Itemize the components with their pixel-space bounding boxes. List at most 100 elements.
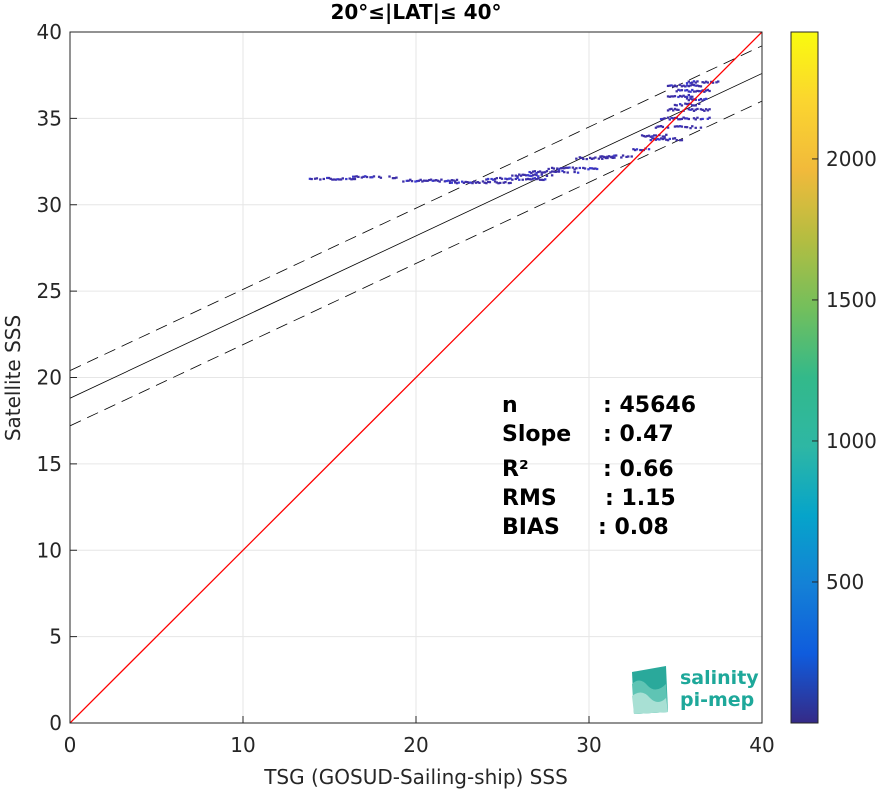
density-point <box>685 117 689 120</box>
density-point <box>348 177 351 180</box>
density-point <box>533 170 537 173</box>
stat-value: : 0.08 <box>598 515 669 540</box>
density-point <box>521 173 524 176</box>
density-point <box>481 180 485 183</box>
density-point <box>704 80 708 83</box>
density-point <box>659 124 663 128</box>
density-point <box>540 171 543 174</box>
density-point <box>495 177 498 180</box>
density-point <box>469 181 473 184</box>
density-point <box>659 117 663 121</box>
density-point <box>538 178 542 181</box>
density-point <box>445 179 448 183</box>
density-point <box>377 175 381 178</box>
density-point <box>653 134 656 137</box>
density-point <box>545 174 549 178</box>
density-point <box>670 95 673 98</box>
density-point <box>471 182 474 185</box>
colorbar-frame <box>790 31 819 724</box>
density-point <box>687 85 691 88</box>
y-axis-ticks: 0 5 10 15 20 25 30 35 40 <box>37 20 77 735</box>
y-tick-label: 20 <box>37 366 62 390</box>
density-point <box>462 181 466 184</box>
density-point <box>691 98 694 101</box>
density-point <box>476 181 479 184</box>
density-point <box>708 108 711 111</box>
density-point <box>466 181 469 184</box>
density-point <box>540 173 543 176</box>
density-point <box>531 174 535 177</box>
y-tick-label: 0 <box>49 711 62 735</box>
y-axis-label: Satellite SSS <box>1 315 25 441</box>
stat-value: : 0.66 <box>603 457 674 482</box>
colorbar-ticks: 500 1000 1500 2000 <box>812 147 877 594</box>
density-point <box>538 170 542 173</box>
x-axis-ticks: 0 10 20 30 40 <box>64 716 775 757</box>
density-point <box>564 166 568 169</box>
density-point <box>583 167 587 170</box>
density-point <box>684 117 687 120</box>
density-point <box>717 80 720 83</box>
density-point <box>338 178 341 181</box>
density-point <box>659 137 663 140</box>
density-point <box>694 108 697 111</box>
density-point <box>682 84 685 87</box>
colorbar-tick-label: 1500 <box>826 288 877 312</box>
density-point <box>670 107 673 110</box>
density-point <box>613 156 616 159</box>
density-point <box>699 126 703 129</box>
density-point <box>369 176 372 179</box>
density-point <box>699 97 703 101</box>
density-point <box>563 167 566 170</box>
density-point <box>424 179 428 182</box>
density-point <box>547 167 550 171</box>
stat-label: RMS <box>502 486 557 511</box>
density-point <box>448 180 452 183</box>
fit-band-lower-line <box>70 100 762 427</box>
density-point <box>678 83 682 86</box>
density-point <box>685 97 689 100</box>
density-point <box>661 125 665 129</box>
density-point <box>447 179 450 182</box>
stat-label: R² <box>502 457 529 482</box>
density-point <box>701 117 704 121</box>
density-point <box>339 178 343 181</box>
logo-wave-icon <box>632 666 668 714</box>
logo: salinity pi-mep <box>632 666 759 714</box>
density-point <box>715 81 718 84</box>
density-point <box>611 156 614 160</box>
density-point <box>692 109 696 112</box>
density-point <box>613 154 616 157</box>
density-point <box>509 177 512 180</box>
density-point <box>554 170 557 174</box>
density-point <box>542 178 545 182</box>
density-point <box>514 174 518 177</box>
density-point <box>692 90 696 93</box>
density-point <box>405 179 409 182</box>
density-point <box>409 178 412 181</box>
density-point <box>685 126 689 129</box>
density-point <box>706 81 710 84</box>
density-point <box>606 156 609 160</box>
density-point <box>516 175 519 178</box>
density-point <box>582 157 585 161</box>
identity-line <box>70 32 762 723</box>
density-point <box>407 179 410 182</box>
density-point <box>687 80 691 83</box>
logo-line1: salinity <box>680 667 759 689</box>
density-point <box>474 181 478 184</box>
density-point <box>589 167 592 170</box>
density-point <box>678 139 682 142</box>
reference-lines <box>70 45 762 427</box>
density-point <box>594 156 597 159</box>
density-point <box>486 177 490 181</box>
density-point <box>704 97 708 100</box>
density-point <box>689 95 692 98</box>
density-point <box>661 117 665 121</box>
density-point <box>492 178 495 181</box>
x-tick-label: 20 <box>403 733 428 757</box>
density-point <box>535 178 538 181</box>
density-point <box>426 179 429 182</box>
density-point <box>504 181 507 184</box>
density-point <box>533 177 537 180</box>
